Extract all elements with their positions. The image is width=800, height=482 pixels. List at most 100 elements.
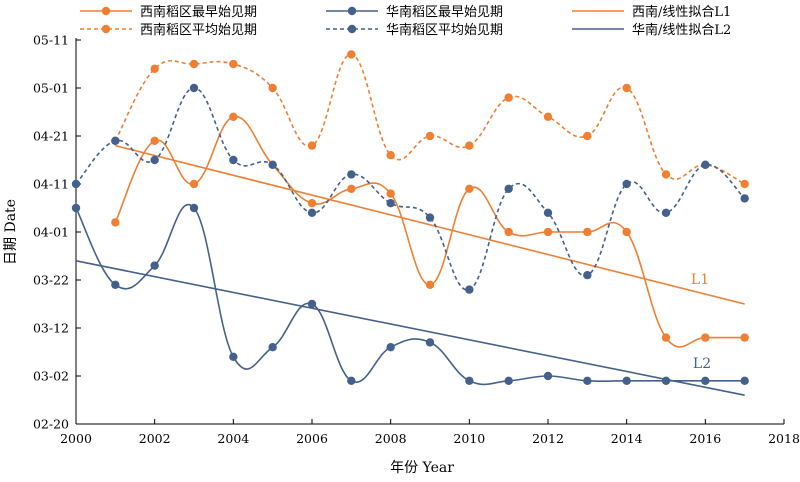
series-4-point bbox=[583, 271, 592, 280]
series-3-point bbox=[465, 141, 474, 150]
series-4-point bbox=[229, 155, 238, 165]
series-1-point bbox=[71, 203, 81, 213]
y-tick-label: 05-11 bbox=[33, 33, 69, 48]
y-tick-label: 04-21 bbox=[33, 129, 69, 144]
series-1-point bbox=[386, 343, 395, 352]
series-0-point bbox=[622, 227, 631, 237]
series-0-point bbox=[229, 112, 238, 122]
series-0-point bbox=[504, 227, 513, 237]
x-tick-label: 2008 bbox=[375, 431, 407, 446]
series-5-annotation: L2 bbox=[693, 356, 711, 372]
series-2-fit-line bbox=[115, 144, 745, 305]
series-4-point bbox=[661, 208, 671, 217]
legend-5-label: 华南/线性拟合L2 bbox=[632, 22, 731, 38]
series-4-point bbox=[347, 170, 356, 179]
y-tick-label: 03-02 bbox=[33, 369, 69, 384]
series-1-point bbox=[189, 203, 199, 213]
series-1-point bbox=[583, 376, 592, 385]
series-3-point bbox=[268, 83, 277, 93]
series-0-point bbox=[307, 199, 317, 208]
series-3-line bbox=[114, 53, 746, 185]
y-tick-label: 03-12 bbox=[33, 321, 69, 336]
series-0-point bbox=[189, 179, 199, 189]
series-3-point bbox=[307, 141, 317, 150]
series-0-point bbox=[150, 136, 159, 145]
series-4-point bbox=[268, 160, 277, 169]
series-1-point bbox=[425, 338, 435, 347]
series-4-point bbox=[504, 184, 513, 193]
series-0-point bbox=[583, 227, 592, 237]
series-1-point bbox=[307, 299, 317, 309]
series-0-point bbox=[661, 333, 671, 342]
series-1-point bbox=[740, 376, 749, 385]
series-0-point bbox=[701, 333, 710, 342]
y-tick-label: 03-22 bbox=[33, 273, 69, 288]
x-axis-title: 年份 Year bbox=[390, 460, 454, 476]
series-3-point bbox=[583, 131, 592, 141]
series-4-line bbox=[75, 87, 746, 291]
x-tick-label: 2010 bbox=[453, 431, 485, 446]
series-1-point bbox=[150, 261, 159, 270]
series-1-point bbox=[543, 371, 553, 381]
series-3-point bbox=[661, 170, 671, 179]
y-tick-label: 05-01 bbox=[33, 81, 69, 96]
series-3-point bbox=[504, 93, 513, 102]
series-4-point bbox=[622, 179, 631, 189]
series-1-point bbox=[622, 376, 631, 385]
y-tick-label: 04-11 bbox=[33, 177, 69, 192]
legend-3-swatch-marker bbox=[101, 24, 111, 34]
series-4-point bbox=[71, 179, 81, 189]
series-4-point bbox=[189, 83, 199, 93]
series-1-point bbox=[661, 376, 671, 385]
series-4-point bbox=[425, 213, 435, 222]
x-tick-label: 2000 bbox=[60, 431, 92, 446]
series-0-point bbox=[347, 184, 356, 193]
x-tick-label: 2002 bbox=[139, 431, 171, 446]
series-0-point bbox=[543, 227, 553, 237]
legend-0-swatch-marker bbox=[101, 6, 111, 16]
x-tick-label: 2004 bbox=[217, 431, 249, 446]
series-3-point bbox=[622, 83, 631, 93]
legend-2-label: 西南/线性拟合L1 bbox=[632, 4, 731, 20]
y-tick-label: 04-01 bbox=[33, 225, 69, 240]
series-2-annotation: L1 bbox=[691, 272, 709, 288]
y-tick-label: 02-20 bbox=[33, 417, 69, 432]
series-3-point bbox=[189, 59, 199, 69]
series-3-point bbox=[150, 64, 159, 74]
series-4-point bbox=[150, 155, 159, 165]
series-4-point bbox=[543, 208, 553, 217]
series-1-point bbox=[701, 376, 710, 385]
legend-0-label: 西南稻区最早始见期 bbox=[140, 4, 257, 20]
series-4-point bbox=[386, 199, 395, 208]
legend-4-swatch-marker bbox=[347, 24, 357, 34]
series-0-point bbox=[740, 333, 749, 342]
x-tick-label: 2014 bbox=[611, 431, 643, 446]
series-5-fit-line bbox=[75, 260, 745, 396]
series-0-point bbox=[111, 218, 120, 227]
series-3-point bbox=[229, 59, 238, 69]
series-1-point bbox=[347, 376, 356, 385]
series-4-point bbox=[465, 285, 474, 294]
x-tick-label: 2012 bbox=[532, 431, 564, 446]
x-tick-label: 2018 bbox=[768, 431, 800, 446]
y-axis-title: 日期 Date bbox=[3, 199, 19, 265]
series-1-point bbox=[504, 376, 513, 385]
series-4-point bbox=[701, 160, 710, 169]
series-1-point bbox=[111, 280, 120, 289]
series-3-point bbox=[740, 179, 749, 189]
series-4-point bbox=[740, 194, 749, 203]
series-3-point bbox=[347, 50, 356, 59]
legend-1-label: 华南稻区最早始见期 bbox=[386, 4, 503, 20]
series-3-point bbox=[543, 112, 553, 122]
series-1-line bbox=[75, 204, 745, 386]
series-0-point bbox=[425, 280, 435, 289]
x-tick-label: 2006 bbox=[296, 431, 328, 446]
series-0-point bbox=[386, 189, 395, 198]
series-4-point bbox=[111, 136, 120, 145]
x-tick-label: 2016 bbox=[689, 431, 721, 446]
series-3-point bbox=[386, 151, 395, 160]
series-0-point bbox=[465, 184, 474, 193]
legend-1-swatch-marker bbox=[347, 6, 357, 16]
